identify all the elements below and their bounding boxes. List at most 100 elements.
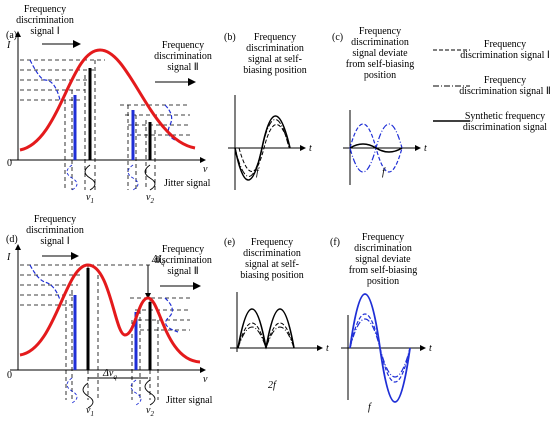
signal-2-label: Frequency <box>162 244 204 255</box>
caption: from self-biasing <box>349 265 418 276</box>
panel-label: (f) <box>330 237 340 248</box>
freq-label: 2f <box>268 380 277 391</box>
t-label: t <box>326 343 329 354</box>
panel-c: (c) Frequency discrimination signal devi… <box>332 26 427 185</box>
legend: Frequency discrimination signal Ⅰ Freque… <box>433 39 550 133</box>
delta-v-sub: q <box>113 373 117 381</box>
signal-1-label: signal Ⅰ <box>30 26 59 37</box>
caption: discrimination <box>351 37 409 48</box>
jitter-wave <box>82 382 94 409</box>
dashed-levels <box>20 264 190 331</box>
signal-wave <box>164 297 179 333</box>
signal-wave <box>29 59 61 101</box>
x-axis-label: v <box>203 164 208 175</box>
v2-sub: 2 <box>150 197 154 205</box>
signal-2-label: Frequency <box>162 40 204 51</box>
synthetic-wave <box>234 115 291 181</box>
signal-1-wave <box>234 119 290 177</box>
dashed-levels <box>20 59 190 136</box>
jitter-wave <box>66 377 78 404</box>
v2-sub: 2 <box>150 410 154 418</box>
v1-sub: 1 <box>90 197 94 205</box>
dashed-verticals <box>65 265 159 400</box>
v2-base: v <box>146 192 151 203</box>
jitter-wave <box>84 164 96 191</box>
signal-2-label: signal Ⅱ <box>167 266 198 277</box>
caption: signal at self- <box>248 54 302 65</box>
caption: discrimination <box>243 248 301 259</box>
freq-label: f <box>382 167 386 178</box>
caption: from self-biasing <box>346 59 415 70</box>
jitter-wave <box>144 379 156 406</box>
caption: discrimination <box>354 243 412 254</box>
v1-base: v <box>86 192 91 203</box>
t-label: t <box>429 343 432 354</box>
panel-label: (d) <box>6 234 18 245</box>
legend-text: Synthetic frequency <box>465 111 545 122</box>
guides <box>20 59 190 190</box>
caption: biasing position <box>243 65 307 76</box>
synthetic-wave <box>237 308 295 349</box>
panel-b: (b) Frequency discrimination signal at s… <box>224 32 312 190</box>
delta-i-base: ΔI <box>151 254 162 265</box>
delta-i-sub: q <box>161 259 165 267</box>
synthetic-wave <box>349 143 403 153</box>
origin: 0 <box>7 158 12 169</box>
v2-base: v <box>146 405 151 416</box>
legend-text: discrimination signal Ⅱ <box>459 86 550 97</box>
caption: biasing position <box>240 270 304 281</box>
signal-2-wave <box>237 322 295 350</box>
panel-e: (e) Frequency discrimination signal at s… <box>224 237 329 391</box>
v1-base: v <box>86 405 91 416</box>
freq-label: f <box>368 402 372 413</box>
delta-v-label: Δvq <box>102 368 117 381</box>
caption: signal deviate <box>352 48 408 59</box>
dashed-verticals <box>64 60 156 190</box>
panel-label: (a) <box>6 30 17 41</box>
freq-label: f <box>256 167 260 178</box>
delta-i-label: ΔIq <box>151 254 165 267</box>
signal-2-wave <box>238 124 291 172</box>
legend-text: Frequency <box>484 39 526 50</box>
t-label: t <box>309 143 312 154</box>
caption: Frequency <box>251 237 293 248</box>
v1-label: v1 <box>86 405 94 418</box>
synthetic-wave <box>349 293 411 403</box>
signal-wave <box>164 104 176 141</box>
t-label: t <box>424 143 427 154</box>
signal-2-label: discrimination <box>154 51 212 62</box>
signal-2-wave <box>349 313 411 383</box>
panel-label: (e) <box>224 237 235 248</box>
jitter-label: Jitter signal <box>164 178 211 189</box>
signal-1-label: Frequency <box>24 4 66 15</box>
caption: Frequency <box>359 26 401 37</box>
caption: position <box>364 70 396 81</box>
jitter-wave <box>127 164 139 191</box>
signal-2-label: signal Ⅱ <box>167 62 198 73</box>
jitter-wave <box>66 164 78 191</box>
jitter-wave <box>144 164 156 191</box>
x-axis-label: v <box>203 374 208 385</box>
panel-a: (a) Frequency discrimination signal Ⅰ Fr… <box>6 4 212 205</box>
panel-d: (d) Frequency discrimination signal Ⅰ Fr… <box>6 214 213 418</box>
caption: Frequency <box>362 232 404 243</box>
signal-1-label: signal Ⅰ <box>40 236 69 247</box>
response-curve <box>19 48 196 152</box>
caption: discrimination <box>246 43 304 54</box>
caption: Frequency <box>254 32 296 43</box>
caption: signal at self- <box>245 259 299 270</box>
jitter-wave <box>130 379 142 406</box>
signal-wave <box>29 264 61 301</box>
signal-2-label: discrimination <box>154 255 212 266</box>
caption: signal deviate <box>355 254 411 265</box>
panel-f: (f) Frequency discrimination signal devi… <box>330 232 432 413</box>
legend-text: discrimination signal Ⅰ <box>460 50 550 61</box>
signal-1-label: discrimination <box>16 15 74 26</box>
signal-1-label: Frequency <box>34 214 76 225</box>
y-axis-label: I <box>6 40 11 51</box>
v2-label: v2 <box>146 192 154 205</box>
v1-label: v1 <box>86 192 94 205</box>
caption: position <box>367 276 399 287</box>
v1-sub: 1 <box>90 410 94 418</box>
